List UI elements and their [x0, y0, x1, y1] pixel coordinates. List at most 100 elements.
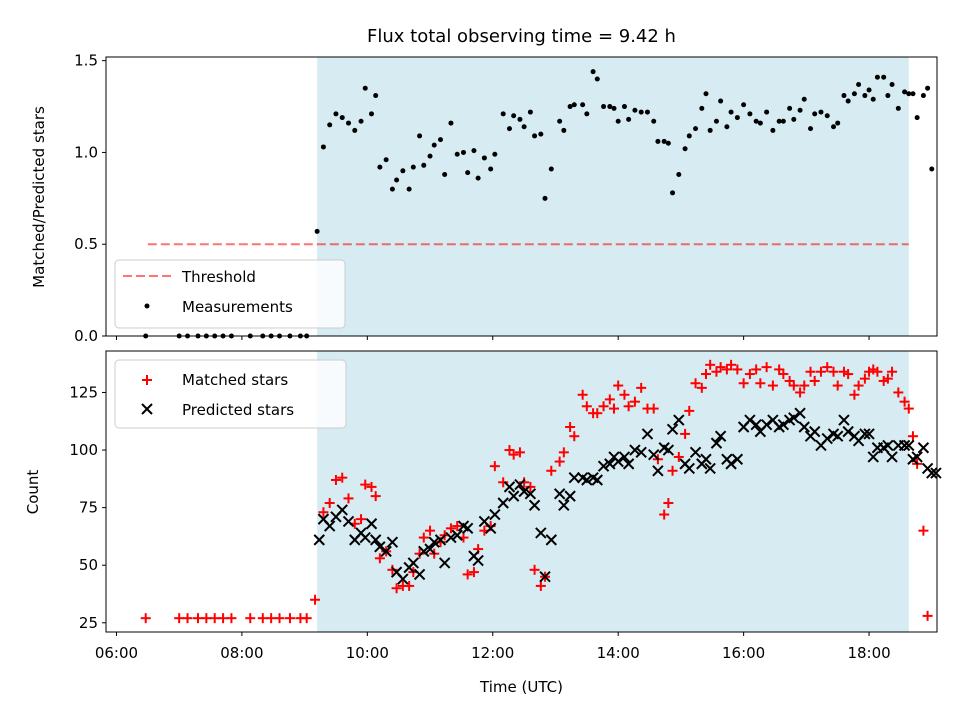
measurement-points [143, 69, 935, 339]
measurement-point [442, 171, 448, 177]
measurement-point [862, 93, 868, 99]
matched-star-point [767, 380, 778, 391]
predicted-star-point [689, 446, 702, 459]
measurement-point [747, 111, 753, 117]
predicted-star-point [838, 414, 850, 426]
predicted-star-point [859, 428, 871, 440]
matched-star-point [755, 378, 766, 389]
predicted-star-point [641, 428, 654, 440]
matched-star-point [629, 396, 640, 407]
predicted-star-point [497, 497, 509, 509]
measurement-point [448, 120, 454, 126]
measurement-point [824, 113, 830, 119]
matched-star-point [218, 613, 229, 624]
measurement-point [431, 142, 437, 148]
matched-star-point [565, 422, 576, 433]
x-tick-label: 10:00 [346, 644, 389, 662]
predicted-star-point [710, 437, 723, 449]
measurement-point [383, 157, 389, 163]
top-legend-box [114, 259, 346, 329]
matched-star-point [324, 498, 335, 509]
measurement-point [471, 148, 477, 154]
legend-matched-label: Matched stars [182, 371, 288, 389]
measurement-point [874, 74, 880, 80]
measurement-point [920, 93, 926, 99]
predicted-star-point [831, 430, 844, 442]
matched-star-point [182, 613, 193, 624]
predicted-star-point [917, 442, 930, 454]
matched-star-point [418, 532, 429, 543]
matched-star-point [604, 394, 615, 405]
predicted-star-point [539, 571, 551, 583]
measurement-point [895, 105, 901, 111]
predicted-star-point [652, 465, 664, 477]
measurement-point [626, 116, 632, 122]
predicted-star-point [704, 462, 716, 475]
measurement-point [542, 195, 548, 201]
measurement-point [567, 104, 573, 110]
matched-star-point [705, 359, 716, 370]
measurement-point [699, 105, 705, 111]
matched-star-point [301, 613, 312, 624]
matched-star-point [356, 514, 367, 525]
top-y-ticks: 0.0 0.5 1.0 1.5 [74, 52, 106, 345]
matched-star-point [809, 375, 820, 386]
y-tick-label: 125 [69, 383, 98, 401]
predicted-star-point [700, 453, 712, 465]
predicted-star-point [581, 474, 593, 486]
matched-star-point [387, 564, 398, 575]
measurement-point [532, 133, 538, 139]
predicted-star-point [886, 451, 898, 463]
measurement-point [686, 133, 692, 139]
matched-star-point [732, 364, 743, 375]
matched-star-point [414, 548, 425, 559]
legend-measurement-swatch [144, 303, 150, 309]
predicted-star-point [882, 439, 894, 452]
measurement-point [808, 126, 814, 132]
predicted-star-point [380, 545, 392, 558]
matched-star-point [274, 613, 285, 624]
matched-star-point [554, 456, 565, 467]
y-tick-label: 50 [79, 556, 98, 574]
predicted-star-point [867, 451, 879, 463]
matched-star-point [918, 525, 929, 536]
predicted-star-point [750, 418, 762, 431]
y-tick-label: 1.0 [74, 143, 98, 161]
measurement-point [651, 118, 657, 124]
count-points [140, 359, 942, 624]
measurement-point [377, 164, 383, 170]
measurement-point [481, 155, 487, 161]
predicted-star-point [930, 467, 942, 479]
measurement-point [787, 105, 793, 111]
measurement-point [314, 228, 320, 234]
matched-star-point [903, 403, 914, 414]
matched-star-point [715, 362, 726, 373]
y-tick-label: 100 [69, 441, 98, 459]
measurement-point [776, 118, 782, 124]
predicted-star-point [591, 474, 603, 486]
matched-star-point [832, 380, 843, 391]
predicted-star-point [535, 527, 547, 539]
measurement-point [866, 87, 872, 93]
matched-star-point [872, 366, 883, 377]
measurement-point [925, 85, 931, 91]
measurement-point [753, 118, 759, 124]
predicted-star-point [604, 458, 616, 470]
predicted-star-point [472, 554, 484, 567]
predicted-star-point [618, 451, 631, 463]
predicted-star-point [507, 490, 520, 502]
predicted-star-point [744, 414, 756, 426]
predicted-star-point [564, 490, 576, 502]
matched-star-point [815, 366, 826, 377]
matched-star-point [569, 431, 580, 442]
matched-star-point [514, 447, 525, 458]
matched-star-point [245, 613, 256, 624]
predicted-star-point [731, 453, 744, 465]
measurement-point [557, 118, 563, 124]
measurement-point [389, 186, 395, 192]
measurement-point [358, 118, 364, 124]
measurement-point [929, 166, 935, 172]
bottom-x-ticks: 06:00 08:00 10:00 12:00 14:00 16:00 18:00 [95, 632, 891, 662]
measurement-point [914, 115, 920, 121]
predicted-star-point [374, 541, 386, 553]
